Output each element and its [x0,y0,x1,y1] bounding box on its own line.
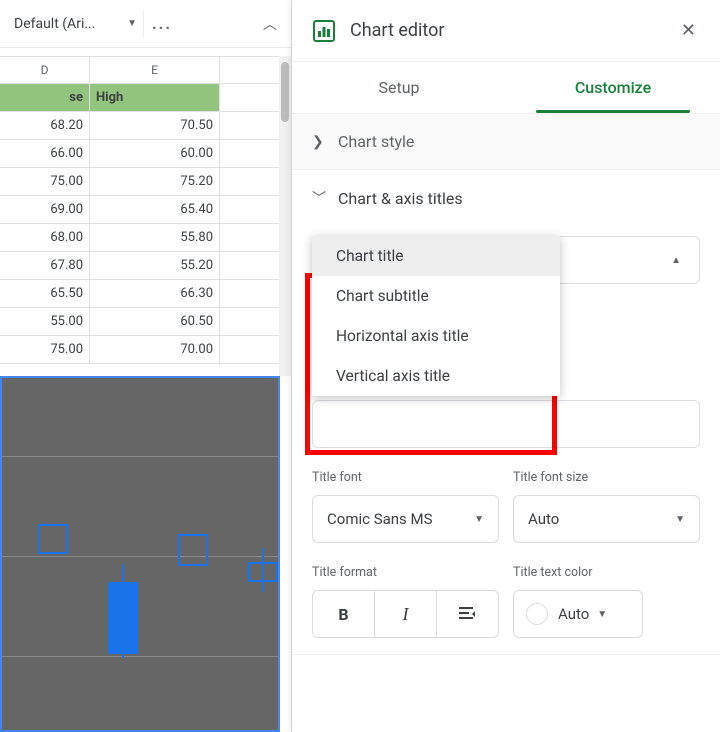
title-selector-option[interactable]: Horizontal axis title [312,316,560,356]
title-selector-dropdown[interactable]: Chart title ▲ Chart titleChart subtitleH… [312,236,700,284]
spreadsheet-pane: Default (Ari... ▼ ... ︿ D E se High 68.2… [0,0,292,732]
table-row: 75.0075.20 [0,168,291,196]
chevron-down-icon: ▼ [597,609,607,620]
table-row: 66.0060.00 [0,140,291,168]
table-row: 68.0055.80 [0,224,291,252]
title-selector-option[interactable]: Vertical axis title [312,356,560,396]
title-text-color-select[interactable]: Auto ▼ [513,590,643,638]
cell[interactable]: 55.80 [90,224,220,251]
title-font-size-value: Auto [528,510,559,528]
section-label: Chart style [338,132,414,151]
tab-customize[interactable]: Customize [506,62,720,113]
table-row: 75.0070.00 [0,336,291,364]
table-row: 67.8055.20 [0,252,291,280]
cell[interactable]: 60.00 [90,140,220,167]
chevron-down-icon: ▼ [675,514,685,525]
chevron-right-icon: ❯ [312,134,338,150]
tab-setup[interactable]: Setup [292,62,506,113]
section-header-chart-style[interactable]: ❯ Chart style [292,114,720,169]
chart-gridline [2,456,278,457]
cell[interactable]: 70.50 [90,112,220,139]
align-button[interactable] [436,591,498,637]
title-font-size-label: Title font size [513,470,700,485]
title-format-col: Title format B I [312,565,499,638]
cell[interactable]: 55.20 [90,252,220,279]
title-font-value: Comic Sans MS [327,510,433,528]
font-family-dropdown[interactable]: Default (Ari... ▼ [4,10,144,38]
chart-gridline [2,656,278,657]
section-header-chart-axis-titles[interactable]: ﹀ Chart & axis titles [292,170,720,226]
title-font-size-col: Title font size Auto ▼ [513,470,700,543]
chart-gridline [2,556,278,557]
chevron-down-icon: ﹀ [312,188,338,208]
header-cell-e[interactable]: High [90,84,220,111]
cell[interactable]: 65.50 [0,280,90,307]
cell[interactable]: 60.50 [90,308,220,335]
title-format-group: B I [312,590,499,638]
title-format-label: Title format [312,565,499,580]
title-text-color-value: Auto [558,605,589,623]
scrollbar-thumb[interactable] [281,62,289,122]
close-icon[interactable]: ✕ [681,20,696,41]
section-chart-style: ❯ Chart style [292,114,720,170]
table-row: 55.0060.50 [0,308,291,336]
header-cell-d[interactable]: se [0,84,90,111]
cell[interactable]: 66.30 [90,280,220,307]
cell[interactable]: 66.00 [0,140,90,167]
title-font-col: Title font Comic Sans MS ▼ [312,470,499,543]
collapse-toolbar-icon[interactable]: ︿ [263,14,277,34]
column-headers: D E [0,56,291,84]
table-row: 68.2070.50 [0,112,291,140]
header-row: se High [0,84,291,112]
candlestick-body [38,524,68,554]
font-row: Title font Comic Sans MS ▼ Title font si… [292,464,720,559]
title-font-label: Title font [312,470,499,485]
title-text-color-label: Title text color [513,565,700,580]
column-header-e[interactable]: E [90,57,220,83]
title-selector-menu: Chart titleChart subtitleHorizontal axis… [312,236,560,396]
bold-button[interactable]: B [313,591,374,637]
chevron-down-icon: ▼ [474,514,484,525]
color-swatch [526,603,548,625]
cell[interactable]: 69.00 [0,196,90,223]
table-row: 69.0065.40 [0,196,291,224]
format-row: Title format B I [292,559,720,654]
chart-editor-sidebar: Chart editor ✕ Setup Customize ❯ Chart s… [292,0,720,732]
title-font-size-select[interactable]: Auto ▼ [513,495,700,543]
title-selector-option[interactable]: Chart subtitle [312,276,560,316]
font-family-value: Default (Ari... [14,16,95,32]
candlestick-body [178,534,208,566]
vertical-scrollbar[interactable] [279,56,291,376]
cell[interactable]: 70.00 [90,336,220,363]
candlestick-body [108,582,138,654]
sheet-body: 68.2070.5066.0060.0075.0075.2069.0065.40… [0,112,291,364]
caret-up-icon: ▲ [671,255,681,266]
title-text-color-col: Title text color Auto ▼ [513,565,700,638]
cell[interactable]: 68.00 [0,224,90,251]
more-toolbar-button[interactable]: ... [144,14,180,33]
section-label: Chart & axis titles [338,189,463,208]
toolbar-fragment: Default (Ari... ▼ ... ︿ [0,0,291,48]
title-selector-option[interactable]: Chart title [312,236,560,276]
title-font-select[interactable]: Comic Sans MS ▼ [312,495,499,543]
embedded-chart[interactable] [0,376,280,732]
cell[interactable]: 65.40 [90,196,220,223]
candlestick-body [248,562,278,582]
sidebar-header: Chart editor ✕ [292,0,720,62]
cell[interactable]: 75.20 [90,168,220,195]
chart-editor-icon [312,19,336,43]
cell[interactable]: 75.00 [0,168,90,195]
align-left-icon [459,607,477,621]
cell[interactable]: 68.20 [0,112,90,139]
cell[interactable]: 55.00 [0,308,90,335]
table-row: 65.5066.30 [0,280,291,308]
sidebar-title: Chart editor [350,20,681,41]
cell[interactable]: 75.00 [0,336,90,363]
chevron-down-icon: ▼ [127,18,137,29]
cell[interactable]: 67.80 [0,252,90,279]
column-header-d[interactable]: D [0,57,90,83]
italic-button[interactable]: I [374,591,436,637]
sidebar-tabs: Setup Customize [292,62,720,114]
